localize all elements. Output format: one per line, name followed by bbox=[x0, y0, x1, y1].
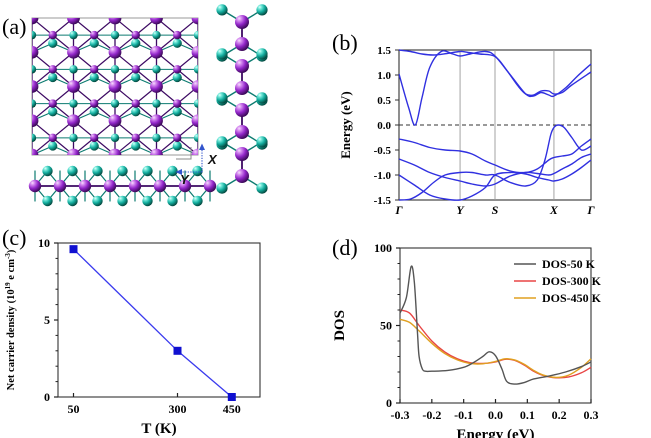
svg-text:Γ: Γ bbox=[586, 203, 595, 217]
svg-text:Net carrier density (1019 e cm: Net carrier density (1019 e cm-3) bbox=[4, 249, 17, 390]
svg-text:50: 50 bbox=[380, 319, 392, 333]
svg-text:50: 50 bbox=[68, 402, 80, 416]
svg-text:10: 10 bbox=[38, 236, 50, 250]
svg-text:(c): (c) bbox=[2, 225, 26, 250]
svg-text:450: 450 bbox=[223, 402, 241, 416]
svg-text:Energy (eV): Energy (eV) bbox=[338, 91, 353, 159]
svg-text:S: S bbox=[492, 203, 499, 217]
svg-text:Γ: Γ bbox=[394, 203, 403, 217]
svg-text:-0.3: -0.3 bbox=[391, 408, 410, 422]
svg-text:0.5: 0.5 bbox=[377, 95, 391, 107]
svg-text:0.2: 0.2 bbox=[552, 408, 567, 422]
svg-text:5: 5 bbox=[44, 313, 50, 327]
svg-text:X: X bbox=[549, 203, 559, 217]
svg-text:(b): (b) bbox=[332, 30, 358, 55]
svg-text:Energy (eV): Energy (eV) bbox=[457, 427, 535, 438]
svg-text:-0.2: -0.2 bbox=[422, 408, 441, 422]
svg-text:0.0: 0.0 bbox=[377, 120, 391, 132]
svg-text:DOS-50 K: DOS-50 K bbox=[542, 257, 596, 271]
svg-text:DOS-450 K: DOS-450 K bbox=[542, 291, 602, 305]
svg-text:DOS-300 K: DOS-300 K bbox=[542, 274, 602, 288]
svg-text:-1.0: -1.0 bbox=[374, 170, 392, 182]
svg-text:-1.5: -1.5 bbox=[374, 195, 392, 207]
svg-text:0.3: 0.3 bbox=[584, 408, 599, 422]
svg-text:0: 0 bbox=[44, 390, 50, 404]
svg-text:1.0: 1.0 bbox=[377, 70, 391, 82]
svg-text:0.1: 0.1 bbox=[520, 408, 535, 422]
svg-text:-0.5: -0.5 bbox=[374, 145, 392, 157]
svg-text:300: 300 bbox=[169, 402, 187, 416]
svg-text:1.5: 1.5 bbox=[377, 45, 391, 57]
svg-text:(a): (a) bbox=[2, 14, 26, 39]
svg-text:X: X bbox=[207, 152, 218, 167]
svg-text:100: 100 bbox=[374, 241, 392, 255]
svg-text:-0.1: -0.1 bbox=[454, 408, 473, 422]
svg-text:DOS: DOS bbox=[332, 310, 348, 341]
svg-text:Y: Y bbox=[180, 172, 190, 187]
svg-text:T (K): T (K) bbox=[141, 421, 176, 437]
svg-text:(d): (d) bbox=[332, 235, 358, 260]
svg-text:0.0: 0.0 bbox=[488, 408, 503, 422]
